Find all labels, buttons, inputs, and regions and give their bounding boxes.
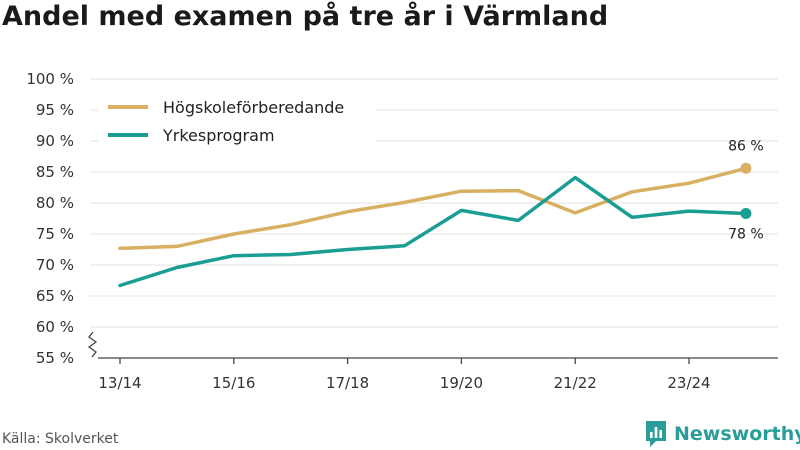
y-tick-label: 100 % (26, 70, 74, 88)
brand-name: Newsworthy (674, 423, 800, 445)
data-label: 78 % (728, 227, 764, 243)
y-tick-label: 80 % (36, 194, 74, 212)
x-tick-label: 21/22 (554, 374, 597, 392)
source-note: Källa: Skolverket (2, 431, 119, 447)
x-tick-label: 15/16 (212, 374, 255, 392)
x-tick-label: 23/24 (667, 374, 710, 392)
legend-label: Yrkesprogram (162, 126, 275, 145)
series-lines: 86 % 78 % (118, 138, 764, 288)
y-tick-label: 85 % (36, 163, 74, 181)
x-axis: 13/14 15/16 17/18 19/20 21/22 23/24 (87, 331, 778, 392)
x-tick-label: 13/14 (98, 374, 141, 392)
x-tick-label: 19/20 (440, 374, 483, 392)
legend: Högskoleförberedande Yrkesprogram (98, 92, 376, 150)
data-label: 86 % (728, 138, 764, 154)
y-tick-label: 70 % (36, 256, 74, 274)
y-axis-ticks: 55 % 60 % 65 % 70 % 75 % 80 % 85 % 90 % 95 % 100 … (26, 70, 74, 367)
y-tick-label: 75 % (36, 225, 74, 243)
series-line-hogskoleforberedande (118, 166, 748, 251)
brand-logo: Newsworthy (644, 419, 800, 449)
legend-background (98, 92, 376, 150)
chart-title: Andel med examen på tre år i Värmland (2, 1, 609, 32)
y-tick-label: 60 % (36, 318, 74, 336)
series-line-yrkesprogram (118, 175, 748, 288)
y-tick-label: 90 % (36, 132, 74, 150)
y-tick-label: 55 % (36, 349, 74, 367)
newsworthy-logo-icon (646, 421, 666, 447)
axis-break-icon (87, 331, 98, 358)
legend-label: Högskoleförberedande (163, 98, 344, 117)
y-tick-label: 65 % (36, 287, 74, 305)
series-end-marker (740, 162, 752, 174)
series-end-marker (740, 208, 752, 220)
x-tick-label: 17/18 (326, 374, 369, 392)
y-tick-label: 95 % (36, 101, 74, 119)
